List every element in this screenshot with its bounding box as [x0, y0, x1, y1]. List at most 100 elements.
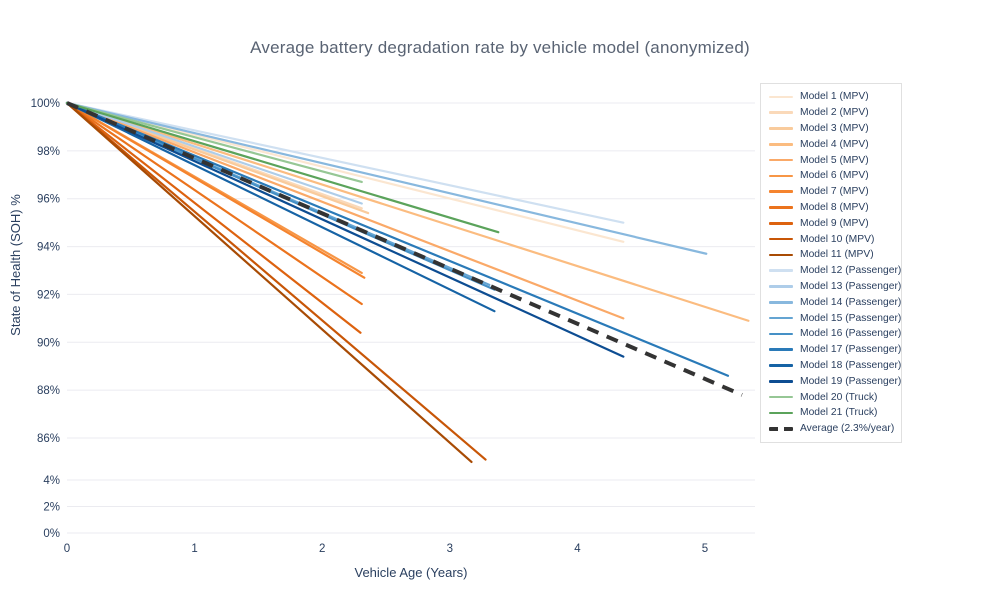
- series-line-10[interactable]: [65, 101, 487, 461]
- legend-swatch-icon: [769, 364, 793, 367]
- legend-label: Model 20 (Truck): [800, 391, 878, 403]
- legend-item-16[interactable]: Model 16 (Passenger): [769, 326, 901, 342]
- legend-label: Model 5 (MPV): [800, 154, 869, 166]
- legend-item-7[interactable]: Model 7 (MPV): [769, 184, 895, 200]
- legend-swatch-icon: [769, 190, 793, 193]
- y-tick-label: 88%: [37, 385, 60, 397]
- y-tick-label: 100%: [31, 98, 60, 110]
- series-line-20[interactable]: [65, 101, 363, 184]
- y-tick-label: 4%: [43, 475, 60, 487]
- legend-label: Model 1 (MPV): [800, 91, 869, 103]
- series-line-19[interactable]: [65, 101, 625, 358]
- y-tick-label: 92%: [37, 289, 60, 301]
- legend: Model 1 (MPV) Model 2 (MPV) Model 3 (MPV) M…: [760, 83, 902, 443]
- legend-swatch-icon: [769, 221, 793, 225]
- legend-swatch-icon: [769, 348, 793, 351]
- legend-item-14[interactable]: Model 14 (Passenger): [769, 294, 901, 310]
- legend-item-17[interactable]: Model 17 (Passenger): [769, 342, 901, 358]
- legend-swatch-icon: [769, 332, 793, 336]
- legend-label: Model 11 (MPV): [800, 249, 874, 261]
- legend-swatch-icon: [769, 316, 793, 320]
- legend-swatch-icon: [769, 253, 793, 257]
- y-tick-label: 2%: [43, 502, 60, 514]
- legend-item-20[interactable]: Model 20 (Truck): [769, 389, 895, 405]
- legend-swatch-icon: [769, 300, 793, 304]
- legend-label: Model 13 (Passenger): [800, 280, 902, 292]
- series-line-18[interactable]: [65, 101, 496, 313]
- legend-label: Model 2 (MPV): [800, 107, 869, 119]
- series-line-22[interactable]: [66, 101, 743, 397]
- legend-item-19[interactable]: Model 19 (Passenger): [769, 373, 901, 389]
- x-tick-label: 5: [702, 543, 708, 555]
- legend-label: Model 16 (Passenger): [800, 328, 902, 340]
- legend-swatch-icon: [769, 379, 793, 383]
- x-tick-label: 0: [64, 543, 70, 555]
- legend-swatch-icon: [769, 285, 793, 288]
- legend-label: Model 14 (Passenger): [800, 296, 902, 308]
- series-line-4[interactable]: [65, 101, 750, 322]
- legend-item-6[interactable]: Model 6 (MPV): [769, 168, 895, 184]
- series-line-12[interactable]: [65, 101, 625, 224]
- x-axis-title: Vehicle Age (Years): [354, 565, 468, 580]
- legend-item-1[interactable]: Model 1 (MPV): [769, 89, 895, 105]
- legend-item-18[interactable]: Model 18 (Passenger): [769, 358, 901, 374]
- legend-label: Model 17 (Passenger): [800, 344, 902, 356]
- series-line-21[interactable]: [65, 101, 500, 234]
- legend-label: Model 3 (MPV): [800, 122, 869, 134]
- legend-item-10[interactable]: Model 10 (MPV): [769, 231, 895, 247]
- series-line-9[interactable]: [65, 101, 362, 334]
- legend-item-13[interactable]: Model 13 (Passenger): [769, 279, 901, 295]
- series-line-5[interactable]: [65, 101, 625, 320]
- legend-swatch-icon: [769, 237, 793, 241]
- series-line-11[interactable]: [65, 101, 473, 464]
- legend-item-2[interactable]: Model 2 (MPV): [769, 105, 895, 121]
- legend-item-4[interactable]: Model 4 (MPV): [769, 136, 895, 152]
- legend-label: Model 21 (Truck): [800, 407, 878, 419]
- legend-swatch-icon: [769, 426, 793, 431]
- series-line-14[interactable]: [65, 101, 708, 255]
- x-tick-label: 4: [574, 543, 581, 555]
- legend-swatch-icon: [769, 95, 793, 99]
- legend-item-3[interactable]: Model 3 (MPV): [769, 121, 895, 137]
- legend-item-11[interactable]: Model 11 (MPV): [769, 247, 895, 263]
- legend-item-5[interactable]: Model 5 (MPV): [769, 152, 895, 168]
- legend-item-22[interactable]: Average (2.3%/year): [769, 421, 895, 437]
- legend-swatch-icon: [769, 395, 793, 399]
- legend-swatch-icon: [769, 127, 793, 130]
- y-tick-label: 0%: [43, 528, 60, 540]
- y-tick-label: 86%: [37, 433, 60, 445]
- series-line-7[interactable]: [65, 101, 366, 279]
- series-line-1[interactable]: [65, 101, 625, 243]
- series-line-17[interactable]: [65, 101, 730, 377]
- chart-title: Average battery degradation rate by vehi…: [250, 38, 750, 57]
- x-tick-label: 1: [191, 543, 197, 555]
- y-tick-label: 90%: [37, 337, 60, 349]
- y-tick-label: 98%: [37, 146, 60, 158]
- legend-item-21[interactable]: Model 21 (Truck): [769, 405, 895, 421]
- legend-label: Model 8 (MPV): [800, 201, 869, 213]
- legend-label: Average (2.3%/year): [800, 423, 895, 435]
- legend-item-8[interactable]: Model 8 (MPV): [769, 200, 895, 216]
- legend-label: Model 7 (MPV): [800, 186, 869, 198]
- legend-item-15[interactable]: Model 15 (Passenger): [769, 310, 901, 326]
- legend-label: Model 4 (MPV): [800, 138, 869, 150]
- legend-label: Model 10 (MPV): [800, 233, 875, 245]
- legend-swatch-icon: [769, 206, 793, 209]
- legend-label: Model 12 (Passenger): [800, 265, 902, 277]
- y-tick-label: 94%: [37, 242, 60, 254]
- legend-swatch-icon: [769, 269, 793, 272]
- x-tick-label: 2: [319, 543, 325, 555]
- legend-swatch-icon: [769, 158, 793, 162]
- legend-item-9[interactable]: Model 9 (MPV): [769, 215, 895, 231]
- legend-label: Model 15 (Passenger): [800, 312, 902, 324]
- x-tick-label: 3: [447, 543, 453, 555]
- legend-swatch-icon: [769, 411, 793, 415]
- series-line-13[interactable]: [65, 101, 363, 205]
- legend-label: Model 6 (MPV): [800, 170, 869, 182]
- legend-item-12[interactable]: Model 12 (Passenger): [769, 263, 901, 279]
- series-line-8[interactable]: [65, 101, 363, 306]
- legend-label: Model 19 (Passenger): [800, 375, 902, 387]
- legend-label: Model 18 (Passenger): [800, 359, 902, 371]
